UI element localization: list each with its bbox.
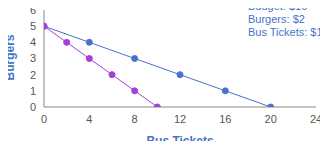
html-text:Bus Tickets: $1: Bus Tickets: $1 <box>248 26 323 38</box>
svg-text:16: 16 <box>219 113 231 125</box>
svg-text:2: 2 <box>30 69 36 81</box>
svg-text:20: 20 <box>265 113 277 125</box>
svg-text:8: 8 <box>132 113 138 125</box>
svg-text:12: 12 <box>174 113 186 125</box>
svg-text:0: 0 <box>41 113 47 125</box>
svg-text:1: 1 <box>30 85 36 97</box>
html-text:Budget: $10: Budget: $10 <box>248 0 308 12</box>
svg-text:Burgers: Burgers <box>8 34 17 80</box>
html-text:Burgers: $2: Burgers: $2 <box>248 13 305 25</box>
svg-text:Bus Tickets: Bus Tickets <box>146 134 213 141</box>
svg-text:24: 24 <box>310 113 320 125</box>
svg-text:3: 3 <box>30 52 36 64</box>
svg-text:4: 4 <box>30 36 36 48</box>
svg-text:4: 4 <box>86 113 92 125</box>
svg-text:5: 5 <box>30 20 36 32</box>
svg-text:6: 6 <box>30 8 36 16</box>
svg-text:0: 0 <box>30 101 36 113</box>
